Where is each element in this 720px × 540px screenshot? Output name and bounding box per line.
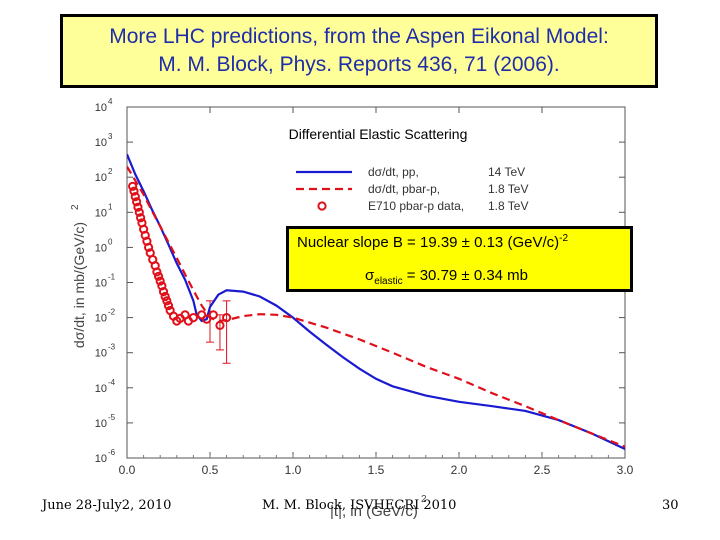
y-tick-label: 10 <box>95 172 107 184</box>
title-line-2: M. M. Block, Phys. Reports 436, 71 (2006… <box>158 53 560 76</box>
e710-data-point <box>152 267 162 277</box>
y-tick-label: 10 <box>95 137 107 149</box>
y-tick-label: 10 <box>95 313 107 325</box>
legend-marker-e710 <box>317 201 327 211</box>
legend-energy: 14 TeV <box>488 165 525 179</box>
x-tick-label: 3.0 <box>617 463 634 477</box>
nuclear-slope-annotation: Nuclear slope B = 19.39 ± 0.13 (GeV/c)-2… <box>286 226 633 292</box>
footer-page-number: 30 <box>662 498 679 513</box>
e710-data-point <box>155 276 165 286</box>
e710-data-point <box>208 310 218 320</box>
x-tick-label: 0.0 <box>119 463 136 477</box>
title-banner: More LHC predictions, from the Aspen Eik… <box>60 14 658 88</box>
e710-data-point <box>157 281 167 291</box>
y-tick-label: 10 <box>95 348 107 360</box>
y-tick-exponent: -5 <box>108 413 116 422</box>
y-tick-exponent: -3 <box>108 343 116 352</box>
e710-data-point <box>134 207 144 217</box>
e710-data-point <box>188 313 198 323</box>
slope-text: Nuclear slope B = 19.39 ± 0.13 (GeV/c)-2 <box>297 233 569 252</box>
e710-data-point <box>143 242 154 252</box>
e710-data-point <box>136 213 146 223</box>
e710-data-point <box>158 287 169 297</box>
y-tick-exponent: 4 <box>108 97 113 106</box>
y-tick-label: 10 <box>95 242 107 254</box>
y-tick-exponent: 1 <box>108 202 113 211</box>
e710-data-point <box>132 197 142 207</box>
e710-data-point <box>162 296 172 306</box>
y-tick-label: 10 <box>95 453 107 465</box>
y-axis-label-exponent: 2 <box>70 204 81 210</box>
sigma-elastic-text: σelastic = 30.79 ± 0.34 mb <box>365 267 529 287</box>
legend-energy: 1.8 TeV <box>488 199 528 213</box>
y-tick-exponent: -2 <box>108 308 116 317</box>
e710-data-point <box>129 186 139 196</box>
y-tick-exponent: -6 <box>108 448 116 457</box>
e710-data-point <box>133 202 143 212</box>
e710-data-point <box>163 300 174 311</box>
pp-14tev-curve <box>127 153 625 450</box>
y-tick-exponent: -4 <box>108 378 116 387</box>
chart-title: Differential Elastic Scattering <box>289 126 468 142</box>
e710-data-point <box>202 314 212 324</box>
e710-data-point <box>130 192 140 202</box>
pbarp-1p8tev-curve <box>127 166 625 448</box>
footer-date: June 28-July2, 2010 <box>42 498 172 513</box>
legend-label: E710 pbar-p data, <box>368 199 464 213</box>
e710-data-point <box>222 313 232 323</box>
x-tick-label: 2.5 <box>534 463 551 477</box>
x-tick-label: 1.5 <box>368 463 385 477</box>
y-tick-label: 10 <box>95 383 107 395</box>
y-axis-label: dσ/dt, in mb/(GeV/c) <box>71 222 87 348</box>
y-tick-label: 10 <box>95 278 107 290</box>
y-tick-exponent: 2 <box>108 167 113 176</box>
e710-data-point <box>215 320 225 330</box>
legend-energy: 1.8 TeV <box>488 182 528 196</box>
y-tick-exponent: 3 <box>108 132 113 141</box>
legend-label: dσ/dt, pp, <box>368 165 419 179</box>
x-tick-label: 1.0 <box>285 463 302 477</box>
e710-data-point <box>128 181 138 191</box>
x-axis-label-exponent: 2 <box>421 494 427 505</box>
y-tick-label: 10 <box>95 207 107 219</box>
e710-data-point <box>153 271 164 281</box>
x-axis-label: |t|, in (GeV/c) <box>330 503 418 520</box>
e710-data-point <box>160 291 170 302</box>
x-tick-label: 2.0 <box>451 463 468 477</box>
footer-author: M. M. Block, ISVHECRI 2010 <box>262 498 457 513</box>
y-tick-label: 10 <box>95 418 107 430</box>
y-tick-label: 10 <box>95 102 107 114</box>
y-tick-exponent: -1 <box>108 273 116 282</box>
y-tick-exponent: 0 <box>108 237 113 246</box>
x-tick-label: 0.5 <box>202 463 219 477</box>
legend-label: dσ/dt, pbar-p, <box>368 182 440 196</box>
title-line-1: More LHC predictions, from the Aspen Eik… <box>109 25 609 48</box>
